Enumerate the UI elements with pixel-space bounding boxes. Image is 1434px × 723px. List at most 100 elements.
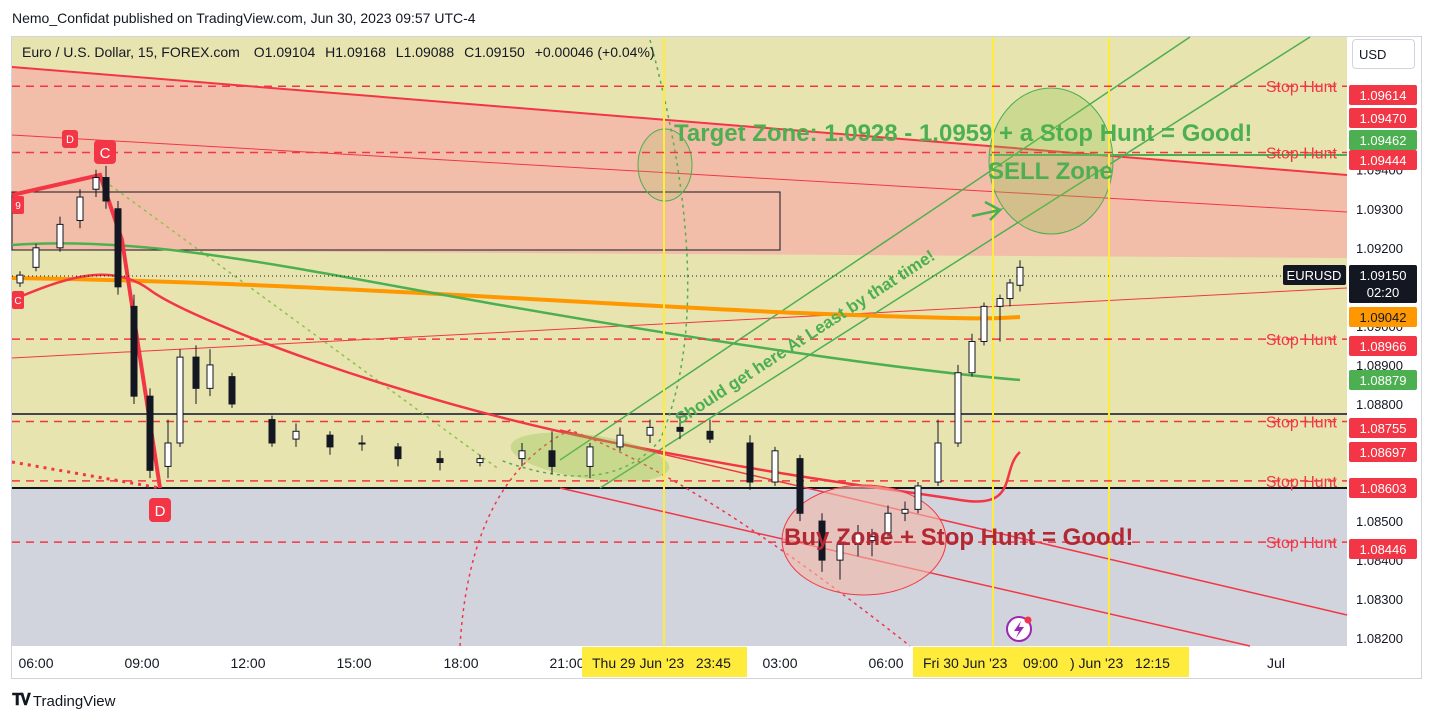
footer: 𝐓𝐕 TradingView — [12, 692, 115, 710]
pattern-c-label: C — [100, 145, 111, 162]
legend-change: +0.00046 (+0.04%) — [535, 44, 655, 60]
candle-body — [884, 512, 892, 534]
legend-high: 1.09168 — [335, 44, 386, 60]
time-tick-label: 06:00 — [18, 655, 53, 671]
candle-body — [996, 298, 1004, 307]
candle-body — [102, 177, 110, 202]
candle-body — [32, 247, 40, 268]
time-tick-label: 21:00 — [549, 655, 584, 671]
currency-button[interactable]: USD — [1352, 39, 1415, 69]
time-marker-1: Thu 29 Jun '23 23:45 — [592, 655, 731, 671]
sell-zone-annotation: SELL Zone — [988, 158, 1113, 185]
price-tick-label: 1.08500 — [1356, 514, 1403, 529]
candle-body — [268, 419, 276, 444]
price-axis-tags: EURUSD 1.09150 02:20 1.09042 1.08879 1.0… — [1283, 130, 1417, 390]
red-level-tag: 1.08755 — [1360, 421, 1407, 436]
candle-body — [476, 458, 484, 464]
pattern-dotted-red — [11, 460, 161, 490]
red-level-tag-bg — [1349, 150, 1417, 170]
time-marker-2: Fri 30 Jun '23 — [923, 655, 1008, 671]
time-marker-4: ) Jun '23 12:15 — [1070, 655, 1170, 671]
green-level-tag-bg — [1349, 130, 1417, 150]
stop-hunt-label: Stop Hunt — [1266, 332, 1338, 349]
pattern-d-top-label: D — [66, 134, 74, 146]
red-moving-average — [11, 273, 1021, 503]
time-marker-1-bg — [582, 647, 747, 677]
red-dotted-arc — [459, 429, 911, 647]
legend-low: 1.09088 — [404, 44, 455, 60]
red-level-tag-bg — [1349, 418, 1417, 438]
time-axis-ticks: 06:00 09:00 12:00 15:00 18:00 21:00 03:00 06:00… — [18, 655, 1284, 671]
green-channel-lower — [599, 36, 1311, 489]
red-level-tag: 1.08603 — [1360, 481, 1407, 496]
red-level-tag: 1.09614 — [1360, 88, 1407, 103]
candle-body — [206, 364, 214, 389]
green-level-tag: 1.09462 — [1360, 133, 1407, 148]
legend-symbol: Euro / U.S. Dollar, 15, FOREX.com — [22, 44, 240, 60]
pattern-edge-9-label: 9 — [15, 201, 21, 212]
red-trendline-top — [11, 66, 1348, 176]
symbol-tag: EURUSD — [1287, 268, 1342, 283]
candle-body — [934, 442, 942, 483]
red-level-tag-bg — [1349, 539, 1417, 559]
candle-body — [1016, 266, 1024, 286]
symbol-tag-bg — [1283, 265, 1346, 285]
red-channel-upper — [559, 429, 1348, 616]
pattern-d-badge — [149, 498, 171, 522]
red-level-tag: 1.08446 — [1360, 542, 1407, 557]
pattern-edge-c-label: C — [14, 296, 21, 307]
pattern-d-badge-top — [62, 130, 78, 148]
candle-body — [192, 356, 200, 389]
candle-body — [954, 372, 962, 444]
publisher-line: Nemo_Confidat published on TradingView.c… — [12, 10, 476, 26]
red-level-tag-bg — [1349, 478, 1417, 498]
candle-body — [326, 434, 334, 448]
candle-body — [176, 356, 184, 444]
current-price-tag-bg — [1349, 265, 1417, 303]
tradingview-logo-icon: 𝐓𝐕 — [12, 692, 31, 709]
candle-body — [616, 434, 624, 448]
candle-body — [901, 508, 909, 514]
candle-body — [518, 450, 526, 460]
time-tick-label: 12:00 — [230, 655, 265, 671]
candle-body — [586, 446, 594, 467]
time-tick-label: 06:00 — [868, 655, 903, 671]
target-zone-annotation: Target Zone: 1.0928 - 1.0959 + a Stop Hu… — [674, 120, 1252, 147]
price-tick-label: 1.08900 — [1356, 358, 1403, 373]
price-axis-ticks: 1.094001.093001.092001.090001.089001.088… — [1356, 163, 1403, 646]
red-level-tag: 1.09470 — [1360, 111, 1407, 126]
green-ma-tag: 1.08879 — [1360, 373, 1407, 388]
footer-brand: TradingView — [32, 692, 116, 710]
candle-body — [146, 395, 154, 471]
price-tick-label: 1.08800 — [1356, 397, 1403, 412]
legend-close-label: C — [464, 44, 474, 60]
candle-body — [394, 446, 402, 460]
current-price-tag: 1.09150 — [1360, 268, 1407, 283]
red-level-tag-bg — [1349, 85, 1417, 105]
pattern-edge-9-badge — [12, 196, 24, 214]
candle-body — [130, 305, 138, 397]
stop-hunt-label: Stop Hunt — [1266, 415, 1338, 432]
candle-body — [548, 450, 556, 467]
time-marker-2-bg — [913, 647, 1189, 677]
price-tick-label: 1.08300 — [1356, 592, 1403, 607]
time-tick-label: 18:00 — [443, 655, 478, 671]
candle-body — [164, 442, 172, 467]
pattern-c-badge — [94, 140, 116, 164]
legend-low-label: L — [396, 44, 404, 60]
price-tick-label: 1.09300 — [1356, 202, 1403, 217]
time-tick-label: 03:00 — [762, 655, 797, 671]
candle-body — [868, 536, 876, 542]
buy-zone-annotation: Buy Zone + Stop Hunt = Good! — [784, 524, 1133, 551]
candle-body — [114, 208, 122, 288]
ohlc-legend: Euro / U.S. Dollar, 15, FOREX.com O1.091… — [22, 44, 655, 60]
stop-hunt-label: Stop Hunt — [1266, 535, 1338, 552]
legend-open: 1.09104 — [265, 44, 316, 60]
candle-body — [818, 520, 826, 561]
stop-hunt-label: Stop Hunt — [1266, 79, 1338, 96]
red-resistance-zone — [12, 67, 1347, 258]
sell-zone-ellipse — [988, 87, 1114, 235]
candle-body — [854, 532, 862, 545]
candle-body — [771, 450, 779, 483]
